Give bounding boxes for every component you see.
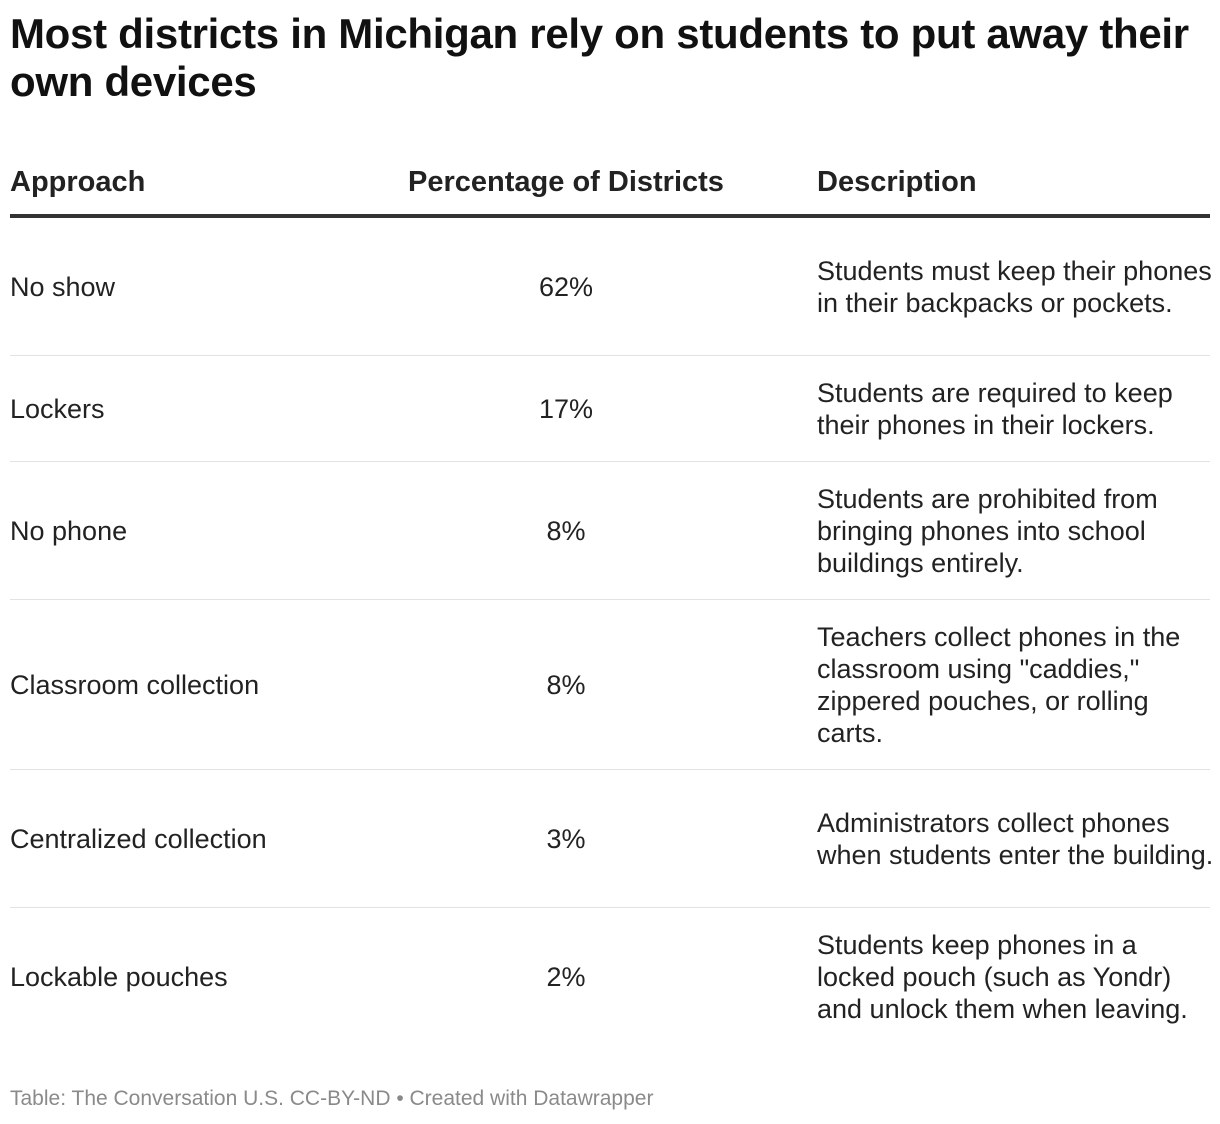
percentage-cell: 17%: [538, 393, 594, 424]
table-row: No show 62% Students must keep their pho…: [10, 218, 1212, 356]
table-header: Approach Percentage of Districts Descrip…: [10, 150, 1210, 218]
approach-cell: Lockable pouches: [10, 962, 228, 992]
description-cell: Students are prohibited from bringing ph…: [817, 483, 1158, 578]
description-cell: Administrators collect phones when stude…: [817, 807, 1214, 870]
table-row: Lockable pouches 2% Students keep phones…: [10, 908, 1210, 1046]
data-table: Approach Percentage of Districts Descrip…: [10, 150, 1213, 1046]
percentage-cell: 62%: [538, 271, 594, 302]
approach-cell: No phone: [10, 515, 128, 546]
description-cell: Students are required to keep their phon…: [817, 377, 1173, 440]
percentage-cell: 8%: [546, 515, 586, 546]
description-cell: Teachers collect phones in the classroom…: [817, 621, 1181, 748]
approach-cell: Classroom collection: [10, 669, 260, 700]
approach-cell: No show: [10, 271, 116, 302]
description-cell: Students keep phones in a locked pouch (…: [817, 930, 1188, 1024]
percentage-cell: 8%: [546, 669, 586, 700]
percentage-cell: 3%: [546, 823, 586, 854]
approach-cell: Lockers: [10, 393, 105, 424]
chart-title: Most districts in Michigan rely on stude…: [10, 10, 1189, 105]
table-row: Classroom collection 8% Teachers collect…: [10, 600, 1210, 770]
table-row: Lockers 17% Students are required to kee…: [10, 356, 1210, 462]
percentage-cell: 2%: [546, 962, 586, 992]
table-row: Centralized collection 3% Administrators…: [10, 770, 1213, 908]
source-footer: Table: The Conversation U.S. CC-BY-ND • …: [10, 1087, 654, 1110]
column-header-approach[interactable]: Approach: [10, 165, 146, 198]
table-row: No phone 8% Students are prohibited from…: [10, 462, 1210, 600]
description-cell: Students must keep their phones in their…: [817, 255, 1212, 318]
column-header-description[interactable]: Description: [817, 165, 977, 198]
column-header-percentage[interactable]: Percentage of Districts: [408, 165, 724, 198]
approach-cell: Centralized collection: [10, 823, 267, 854]
